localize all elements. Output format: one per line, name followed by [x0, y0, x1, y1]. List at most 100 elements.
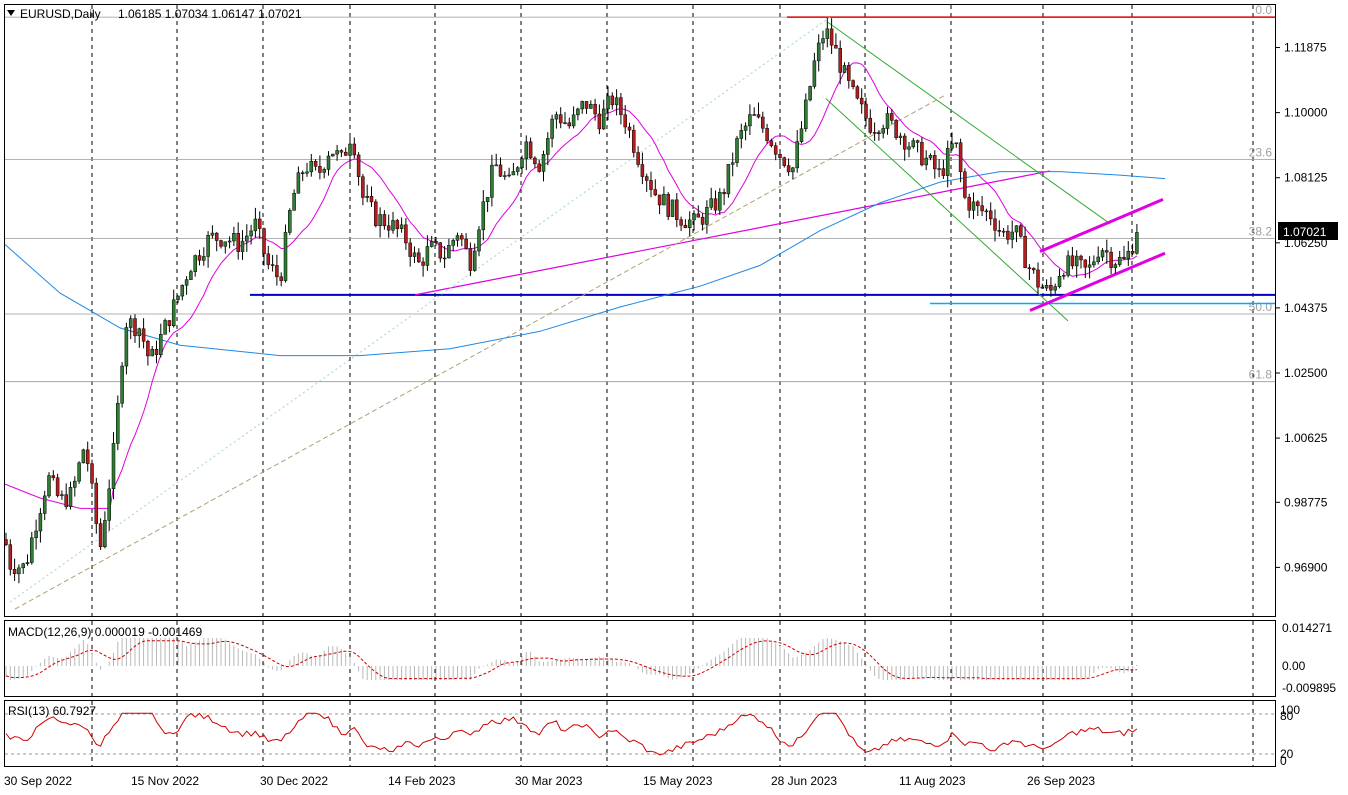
bullish-candle — [1053, 286, 1057, 291]
bullish-candle — [735, 138, 739, 163]
bearish-candle — [300, 172, 305, 174]
bullish-candle — [885, 113, 890, 129]
bullish-candle — [68, 487, 73, 507]
bearish-candle — [829, 28, 834, 46]
time-tick-label: 15 May 2023 — [643, 774, 713, 788]
bullish-candle — [515, 167, 520, 172]
bearish-candle — [653, 189, 658, 196]
bullish-candle — [47, 475, 51, 497]
bullish-candle — [928, 155, 933, 159]
time-tick-label: 14 Feb 2023 — [388, 774, 456, 788]
time-tick-label: 15 Nov 2022 — [131, 774, 199, 788]
bullish-candle — [412, 252, 417, 257]
bullish-candle — [30, 537, 34, 563]
bearish-candle — [872, 132, 877, 134]
bullish-candle — [442, 257, 447, 260]
bullish-candle — [954, 142, 959, 145]
bearish-candle — [94, 482, 99, 524]
bearish-candle — [1027, 267, 1032, 269]
bearish-candle — [343, 151, 348, 156]
bullish-candle — [1001, 230, 1006, 233]
rsi-tick-label: 20 — [1280, 747, 1294, 761]
bullish-candle — [202, 256, 206, 261]
bearish-candle — [623, 114, 627, 128]
main-panel-frame — [4, 4, 1276, 617]
bullish-candle — [726, 164, 731, 195]
fib-level-label: 23.6 — [1249, 145, 1273, 159]
bullish-candle — [842, 65, 847, 73]
bearish-candle — [279, 276, 283, 281]
rsi-line — [5, 712, 1138, 756]
bullish-candle — [911, 140, 916, 148]
bullish-candle — [1014, 225, 1019, 233]
price-tick-label: 0.96900 — [1284, 560, 1328, 574]
bullish-candle — [825, 28, 830, 39]
bullish-candle — [429, 240, 434, 247]
price-tick-label: 1.11875 — [1284, 41, 1327, 55]
bullish-candle — [692, 213, 696, 221]
bearish-candle — [146, 341, 150, 357]
bullish-candle — [816, 42, 821, 62]
bearish-candle — [761, 116, 765, 129]
bearish-candle — [64, 494, 68, 507]
bullish-candle — [705, 207, 709, 225]
bearish-candle — [1122, 256, 1126, 259]
candlestick-series — [4, 17, 1139, 584]
bearish-candle — [1049, 284, 1053, 291]
bullish-candle — [924, 157, 928, 166]
bullish-candle — [481, 201, 486, 231]
bullish-candle — [718, 192, 722, 211]
time-tick-label: 30 Mar 2023 — [515, 774, 583, 788]
bullish-candle — [791, 167, 795, 173]
bullish-candle — [1062, 274, 1066, 277]
bearish-candle — [404, 224, 408, 244]
bearish-candle — [636, 152, 640, 165]
bearish-candle — [640, 164, 645, 177]
bullish-candle — [950, 143, 954, 149]
rsi-tick-label: 0 — [1280, 754, 1287, 768]
time-tick-label: 11 Aug 2023 — [899, 774, 966, 788]
bullish-candle — [821, 38, 825, 44]
current-price-tag — [1278, 222, 1338, 240]
price-axis: 1.118751.100001.081251.062501.043751.025… — [1275, 41, 1336, 768]
bullish-candle — [184, 279, 189, 286]
bearish-candle — [722, 192, 726, 195]
bearish-candle — [610, 95, 615, 106]
bearish-candle — [266, 253, 271, 265]
bullish-candle — [227, 240, 232, 243]
bearish-candle — [894, 120, 898, 138]
bearish-candle — [593, 103, 597, 115]
bullish-candle — [365, 195, 369, 198]
bearish-candle — [339, 150, 344, 153]
bearish-candle — [8, 544, 13, 570]
bearish-candle — [976, 201, 980, 206]
rsi-indicator — [5, 712, 1275, 756]
bearish-candle — [1083, 259, 1088, 268]
bullish-candle — [1135, 232, 1139, 254]
bearish-candle — [584, 101, 589, 109]
bullish-candle — [425, 246, 430, 266]
bullish-candle — [507, 174, 511, 177]
bullish-candle — [1066, 255, 1070, 276]
bearish-candle — [868, 117, 873, 133]
bullish-candle — [709, 198, 713, 208]
bearish-candle — [1105, 250, 1109, 253]
bullish-candle — [378, 214, 382, 227]
bearish-candle — [1006, 230, 1010, 240]
bullish-candle — [335, 150, 339, 155]
bullish-candle — [107, 488, 111, 521]
bullish-candle — [907, 146, 911, 150]
bullish-candle — [451, 240, 455, 246]
bearish-candle — [902, 135, 907, 150]
fibonacci-levels: 0.0 23.6 38.2 50.0 61.8 — [5, 3, 1275, 383]
bearish-candle — [318, 166, 322, 173]
bullish-candle — [128, 318, 133, 328]
bullish-candle — [687, 219, 692, 229]
dropdown-triangle-icon[interactable] — [7, 10, 15, 16]
bullish-candle — [812, 60, 817, 87]
moving-averages — [4, 62, 1166, 509]
bullish-candle — [206, 235, 210, 257]
bearish-candle — [275, 265, 279, 278]
bullish-candle — [1074, 255, 1079, 267]
